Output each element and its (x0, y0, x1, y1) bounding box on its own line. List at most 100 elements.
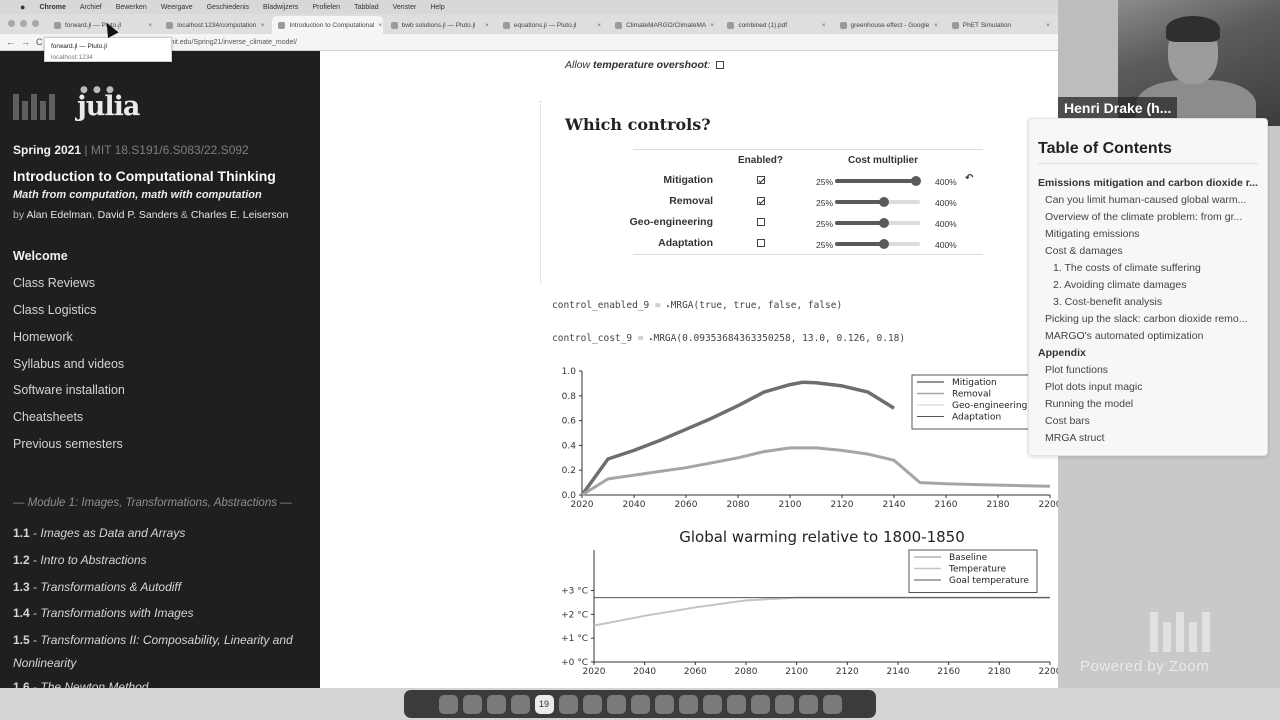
github-icon[interactable] (630, 694, 650, 714)
slider-handle[interactable] (879, 239, 890, 249)
toc-entry[interactable]: 3. Cost-benefit analysis (1053, 296, 1163, 308)
lecture-link[interactable]: 1.6 - The Newton Method (13, 676, 313, 688)
overshoot-checkbox[interactable] (716, 61, 725, 69)
back-icon[interactable]: ← (6, 37, 15, 47)
menu-item-weergave[interactable]: Weergave (160, 3, 193, 11)
launchpad-icon[interactable] (462, 694, 482, 714)
sidebar-item-class-logistics[interactable]: Class Logistics (13, 302, 97, 317)
browser-tab[interactable]: PhET Simulation × (946, 16, 1056, 34)
enabled-checkbox[interactable] (757, 239, 765, 247)
toc-entry[interactable]: Cost bars (1045, 415, 1090, 427)
sidebar-item-previous-semesters[interactable]: Previous semesters (13, 437, 123, 452)
browser-tab[interactable]: bwb solutions.jl — Pluto.jl × (385, 16, 495, 34)
sidebar-item-class-reviews[interactable]: Class Reviews (13, 275, 95, 290)
browser-tab[interactable]: equations.jl — Pluto.jl × (497, 16, 607, 34)
sidebar-item-homework[interactable]: Homework (13, 329, 73, 344)
tab-close-icon[interactable]: × (710, 21, 715, 29)
minimize-window-icon[interactable] (20, 20, 27, 27)
tab-close-icon[interactable]: × (148, 21, 153, 29)
toc-entry[interactable]: Running the model (1045, 398, 1134, 410)
tab-close-icon[interactable]: × (260, 21, 265, 29)
cost-multiplier-slider[interactable] (835, 176, 921, 186)
slider-handle[interactable] (879, 197, 890, 207)
slider-handle[interactable] (879, 218, 890, 228)
finder-icon[interactable] (438, 694, 458, 714)
tab-close-icon[interactable]: × (933, 21, 938, 29)
menu-item-geschiedenis[interactable]: Geschiedenis (206, 3, 250, 11)
menu-item-help[interactable]: Help (430, 3, 445, 11)
whatsapp-icon[interactable] (726, 694, 746, 714)
notes-icon[interactable] (558, 694, 578, 714)
author-link[interactable]: Charles E. Leiserson (190, 209, 289, 221)
tab-close-icon[interactable]: × (1046, 21, 1050, 29)
files-icon[interactable] (606, 694, 626, 714)
toc-entry[interactable]: 2. Avoiding climate damages (1053, 279, 1187, 291)
lecture-link[interactable]: 1.5 - Transformations II: Composability,… (13, 629, 313, 676)
close-window-icon[interactable] (8, 20, 15, 27)
toc-entry[interactable]: Can you limit human-caused global warm..… (1045, 194, 1247, 206)
tab-close-icon[interactable]: × (597, 21, 602, 29)
code-output-enabled[interactable]: control_enabled_9 = ▸MRGA(true, true, fa… (552, 300, 842, 311)
toc-entry[interactable]: MRGA struct (1045, 432, 1105, 444)
safari-icon[interactable] (486, 694, 506, 714)
url-field[interactable]: mit.edu/Spring21/inverse_climate_model/ (168, 38, 297, 46)
toc-entry[interactable]: Cost & damages (1045, 245, 1123, 257)
lecture-link[interactable]: 1.4 - Transformations with Images (13, 602, 313, 629)
course-title[interactable]: Introduction to Computational Thinking (13, 168, 276, 184)
undo-icon[interactable]: ↶ (965, 173, 974, 184)
enabled-checkbox[interactable] (757, 176, 765, 184)
cost-multiplier-slider[interactable] (835, 239, 920, 249)
menu-item-profielen[interactable]: Profielen (312, 3, 341, 11)
apple-icon[interactable]: ● (20, 2, 26, 12)
settings-icon[interactable] (654, 694, 674, 714)
browser-tab[interactable]: localhost:1234/computation × (160, 16, 270, 34)
toc-entry[interactable]: MARGO's automated optimization (1045, 330, 1204, 342)
enabled-checkbox[interactable] (757, 218, 765, 226)
teams-icon[interactable] (798, 694, 818, 714)
toc-entry[interactable]: Mitigating emissions (1045, 228, 1140, 240)
vscode-icon[interactable] (678, 694, 698, 714)
lecture-link[interactable]: 1.3 - Transformations & Autodiff (13, 576, 313, 603)
toc-entry[interactable]: Appendix (1038, 347, 1086, 359)
code-output-cost[interactable]: control_cost_9 = ▸MRGA(0.093536843633502… (552, 333, 905, 344)
menu-item-tabblad[interactable]: Tabblad (354, 3, 379, 11)
lecture-link[interactable]: 1.1 - Images as Data and Arrays (13, 522, 313, 549)
calendar-icon[interactable]: 19 (534, 694, 554, 714)
toc-entry[interactable]: Emissions mitigation and carbon dioxide … (1038, 177, 1258, 189)
mail-icon[interactable] (702, 694, 722, 714)
menu-item-bladwijzers[interactable]: Bladwijzers (263, 3, 299, 11)
author-link[interactable]: Alan Edelman (26, 209, 92, 221)
browser-tab[interactable]: combined (1).pdf × (721, 16, 831, 34)
browser-tab[interactable]: greenhouse effect - Google × (834, 16, 944, 34)
trash-icon[interactable] (822, 694, 842, 714)
browser-tab[interactable]: Introduction to Computational × (272, 16, 383, 34)
cost-multiplier-slider[interactable] (835, 197, 920, 207)
toc-entry[interactable]: Plot dots input magic (1045, 381, 1143, 393)
toc-entry[interactable]: 1. The costs of climate suffering (1053, 262, 1201, 274)
menu-item-venster[interactable]: Venster (392, 3, 417, 11)
enabled-checkbox[interactable] (757, 197, 765, 205)
terminal-icon[interactable] (582, 694, 602, 714)
lecture-link[interactable]: 1.2 - Intro to Abstractions (13, 549, 313, 576)
sidebar-item-syllabus-and-videos[interactable]: Syllabus and videos (13, 356, 125, 371)
tab-close-icon[interactable]: × (378, 21, 383, 29)
menu-item-archief[interactable]: Archief (79, 3, 102, 11)
tab-close-icon[interactable]: × (485, 21, 489, 29)
slider-handle[interactable] (910, 176, 921, 186)
tab-close-icon[interactable]: × (821, 21, 826, 29)
toc-entry[interactable]: Plot functions (1045, 364, 1109, 376)
telegram-icon[interactable] (750, 694, 770, 714)
expand-triangle-icon[interactable]: ▸ (666, 302, 671, 310)
expand-triangle-icon[interactable]: ▸ (649, 335, 654, 343)
author-link[interactable]: David P. Sanders (97, 209, 179, 221)
maximize-window-icon[interactable] (32, 20, 39, 27)
cost-multiplier-slider[interactable] (835, 218, 920, 228)
toc-entry[interactable]: Overview of the climate problem: from gr… (1045, 211, 1243, 223)
menu-item-chrome[interactable]: Chrome (39, 3, 66, 11)
forward-icon[interactable]: → (21, 37, 30, 47)
zoom-icon[interactable] (774, 694, 794, 714)
reload-icon[interactable]: C (36, 37, 43, 47)
mit-logo[interactable] (13, 93, 55, 120)
menu-item-bewerken[interactable]: Bewerken (115, 3, 147, 11)
browser-tab[interactable]: forward.jl — Pluto.jl × (48, 16, 158, 34)
